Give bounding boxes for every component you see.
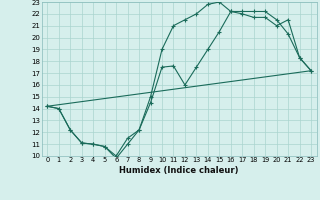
X-axis label: Humidex (Indice chaleur): Humidex (Indice chaleur) bbox=[119, 166, 239, 175]
